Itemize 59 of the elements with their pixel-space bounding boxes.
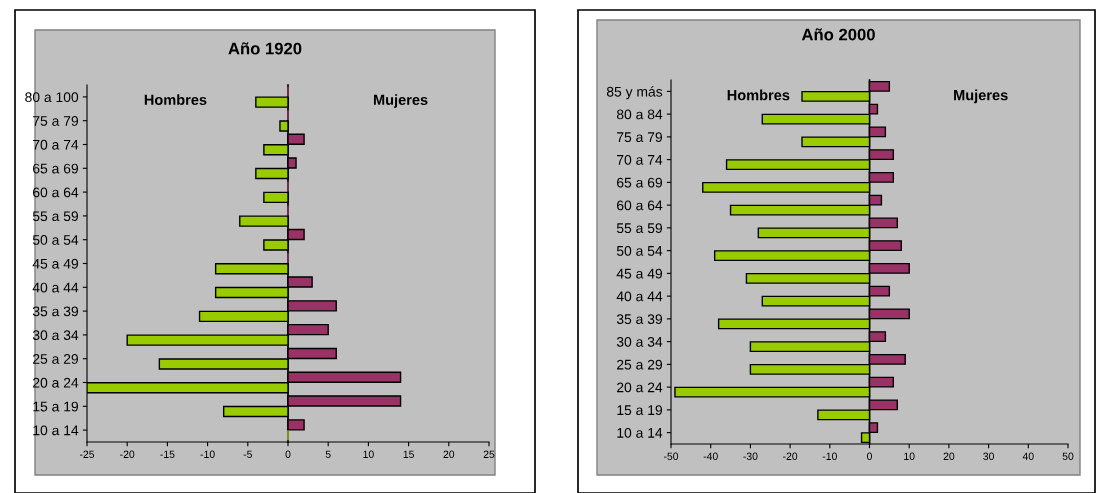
y-tick-label: 40 a 44 xyxy=(32,282,79,293)
x-tick-label: -20 xyxy=(120,450,135,458)
y-tick-label: 75 a 79 xyxy=(617,132,663,143)
x-tick-label: 30 xyxy=(983,452,994,460)
x-tick-label: 20 xyxy=(443,450,455,458)
y-tick-label: 70 a 74 xyxy=(33,139,79,150)
x-tick-label: -10 xyxy=(200,450,215,458)
y-tick-label: 10 a 14 xyxy=(617,427,663,438)
y-tick-label: 65 a 69 xyxy=(617,177,663,188)
y-tick-label: 35 a 39 xyxy=(32,306,79,317)
x-tick-label: 0 xyxy=(867,452,872,460)
x-tick-label: -10 xyxy=(822,452,837,460)
y-tick-label: 10 a 14 xyxy=(33,425,79,436)
y-tick-label: 35 a 39 xyxy=(616,314,663,325)
x-tick-label: -20 xyxy=(783,452,798,460)
y-tick-label: 25 a 29 xyxy=(33,354,79,364)
x-tick-label: -50 xyxy=(663,452,679,460)
y-tick-label: 20 a 24 xyxy=(617,382,663,393)
y-tick-label: 60 a 64 xyxy=(33,187,79,198)
y-tick-label: 45 a 49 xyxy=(32,258,79,269)
y-tick-label: 15 a 19 xyxy=(33,401,79,412)
x-tick-label: 40 xyxy=(1022,452,1034,460)
x-tick-label: -25 xyxy=(79,450,95,458)
y-tick-label: 30 a 34 xyxy=(32,330,79,341)
y-tick-label: 15 a 19 xyxy=(617,405,663,416)
chart-title: Año 2000 xyxy=(801,28,875,41)
x-tick-label: 5 xyxy=(325,450,331,458)
y-tick-label: 60 a 64 xyxy=(617,200,663,211)
x-tick-label: -15 xyxy=(160,450,175,458)
x-tick-label: -40 xyxy=(703,452,718,460)
y-tick-label: 50 a 54 xyxy=(616,245,663,256)
x-tick-label: 10 xyxy=(363,450,374,458)
y-tick-label: 50 a 54 xyxy=(32,235,79,245)
chart-title: Año 1920 xyxy=(228,42,302,55)
y-tick-label: 45 a 49 xyxy=(616,268,663,279)
y-tick-label: 75 a 79 xyxy=(33,116,79,126)
annotation: Hombres xyxy=(144,94,207,105)
x-tick-label: -30 xyxy=(743,452,758,460)
y-tick-label: 20 a 24 xyxy=(33,377,79,388)
x-tick-label: 50 xyxy=(1062,452,1074,460)
annotation: Mujeres xyxy=(954,89,1008,104)
y-tick-label: 85 y más xyxy=(606,86,663,100)
x-tick-label: 0 xyxy=(285,450,291,458)
y-tick-label: 80 a 84 xyxy=(616,109,663,120)
y-tick-label: 80 a 100 xyxy=(25,92,79,103)
annotation: Mujeres xyxy=(373,94,428,108)
y-tick-label: 65 a 69 xyxy=(33,163,79,174)
x-tick-label: 20 xyxy=(943,452,955,460)
y-tick-label: 40 a 44 xyxy=(616,291,663,302)
y-tick-label: 25 a 29 xyxy=(617,359,663,370)
y-tick-label: 55 a 59 xyxy=(32,211,79,222)
x-tick-label: 15 xyxy=(403,450,414,458)
y-tick-label: 30 a 34 xyxy=(616,336,663,347)
x-tick-label: 25 xyxy=(483,450,495,458)
x-tick-label: -5 xyxy=(243,450,252,458)
x-tick-label: 10 xyxy=(904,452,915,460)
annotation: Hombres xyxy=(727,89,790,101)
y-tick-label: 55 a 59 xyxy=(616,223,663,234)
y-tick-label: 70 a 74 xyxy=(617,154,663,165)
